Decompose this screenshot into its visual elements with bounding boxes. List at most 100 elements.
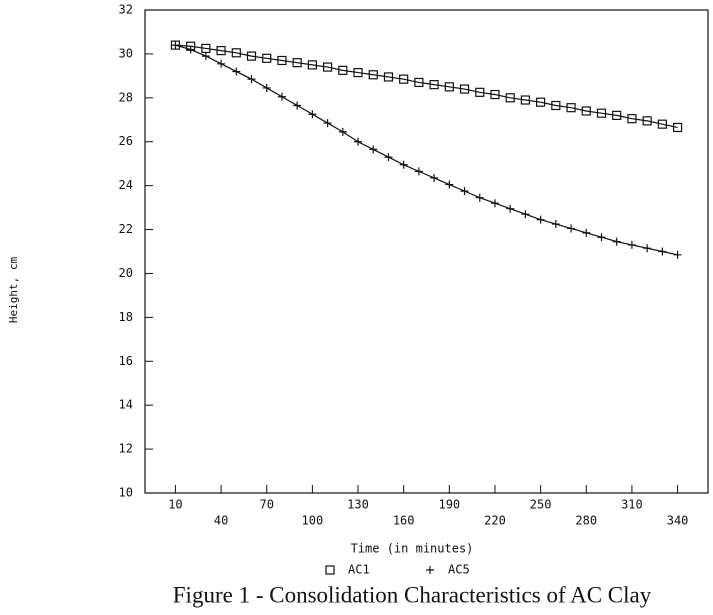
y-tick-label: 16	[119, 354, 133, 368]
marker	[293, 101, 302, 110]
marker	[338, 127, 347, 136]
marker	[246, 51, 257, 61]
marker	[369, 145, 378, 154]
x-tick-label: 100	[302, 514, 324, 528]
y-tick-label: 20	[119, 266, 133, 280]
x-tick-label: 250	[530, 498, 552, 512]
marker	[597, 233, 606, 242]
marker	[399, 74, 409, 84]
marker	[673, 250, 682, 259]
x-axis-label: Time (in minutes)	[351, 542, 474, 556]
marker	[582, 228, 591, 237]
y-tick-label: 28	[119, 90, 133, 104]
y-tick-label: 26	[119, 134, 133, 148]
legend-label: AC1	[348, 563, 370, 577]
marker	[490, 199, 499, 208]
marker	[429, 80, 439, 90]
marker	[414, 77, 424, 88]
x-tick-label: 130	[347, 498, 369, 512]
y-tick-label: 22	[119, 222, 133, 236]
marker	[551, 220, 560, 229]
marker	[307, 60, 317, 70]
marker	[308, 110, 317, 119]
y-tick-label: 18	[119, 310, 133, 324]
plot-frame	[144, 9, 709, 494]
marker	[262, 83, 271, 92]
marker	[612, 110, 622, 120]
caption: Figure 1 - Consolidation Characteristics…	[173, 582, 652, 607]
marker	[323, 119, 332, 128]
marker	[475, 193, 484, 202]
marker	[657, 119, 667, 129]
marker	[186, 45, 195, 54]
x-tick-label: 10	[168, 498, 182, 512]
series-line	[175, 44, 678, 256]
marker	[672, 122, 683, 133]
marker	[277, 92, 286, 101]
marker	[551, 100, 561, 111]
marker	[262, 53, 272, 63]
marker	[536, 215, 545, 224]
x-tick-label: 40	[214, 514, 228, 528]
marker	[354, 137, 363, 146]
marker	[581, 106, 591, 116]
marker	[596, 108, 607, 118]
marker	[231, 48, 241, 58]
marker	[430, 173, 439, 182]
marker	[216, 46, 226, 56]
marker	[460, 187, 469, 196]
marker	[521, 210, 530, 219]
x-tick-label: 160	[393, 514, 415, 528]
legend-marker	[325, 565, 335, 575]
marker	[232, 67, 241, 76]
marker	[338, 65, 348, 75]
marker	[643, 244, 652, 253]
marker	[247, 75, 256, 84]
marker	[627, 114, 637, 124]
x-tick-label: 190	[438, 498, 460, 512]
y-tick-label: 14	[119, 398, 133, 412]
marker	[414, 167, 423, 176]
y-tick-label: 30	[119, 46, 133, 60]
marker	[444, 82, 454, 92]
marker	[475, 87, 485, 97]
marker	[658, 247, 667, 256]
marker	[520, 95, 531, 105]
marker	[217, 59, 226, 68]
y-tick-label: 32	[119, 3, 133, 17]
marker	[506, 204, 515, 213]
y-tick-label: 10	[119, 486, 133, 500]
marker	[171, 41, 180, 50]
y-tick-label: 24	[119, 178, 133, 192]
legend-marker	[426, 566, 434, 574]
legend-label: AC5	[448, 563, 470, 577]
x-tick-label: 340	[667, 514, 689, 528]
marker	[277, 55, 287, 66]
y-axis-label: Height, cm	[7, 257, 20, 324]
x-tick-label: 70	[260, 498, 274, 512]
marker	[642, 116, 652, 126]
x-tick-label: 220	[484, 514, 506, 528]
series-line	[175, 44, 678, 129]
marker	[353, 67, 363, 78]
marker	[383, 72, 394, 82]
marker	[627, 240, 636, 249]
x-tick-label: 280	[575, 514, 597, 528]
marker	[384, 153, 393, 162]
x-tick-label: 310	[621, 498, 643, 512]
marker	[612, 237, 621, 246]
marker	[322, 62, 333, 72]
marker	[445, 180, 454, 189]
y-tick-label: 12	[119, 442, 133, 456]
marker	[459, 84, 470, 94]
marker	[536, 97, 546, 107]
marker	[368, 70, 378, 80]
marker	[490, 89, 500, 100]
marker	[567, 224, 576, 233]
marker	[292, 58, 302, 68]
marker	[201, 52, 210, 61]
marker	[566, 103, 576, 113]
marker	[399, 160, 408, 169]
marker	[505, 93, 515, 103]
